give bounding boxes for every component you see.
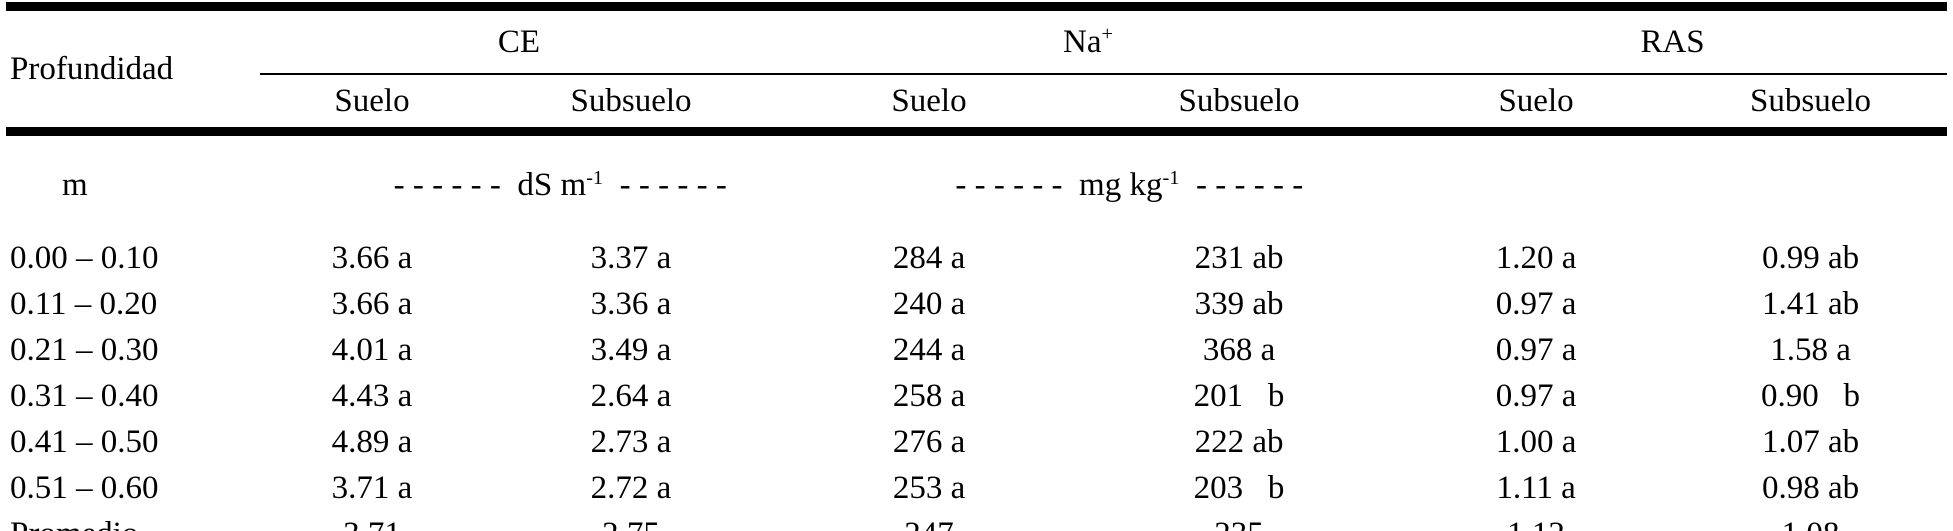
- value-cell: 1.07 ab: [1761, 423, 1860, 460]
- value-cell: 235: [1080, 511, 1399, 531]
- ce-unit-pre: - - - - - - dS m: [393, 167, 587, 203]
- value-cell: 231 ab: [1194, 239, 1284, 276]
- depth-unit: m: [62, 167, 88, 203]
- na-unit-post: - - - - - -: [1179, 167, 1304, 203]
- value-cell: 3.49 a: [590, 331, 672, 368]
- value-cell: 1.00 a: [1495, 423, 1577, 460]
- value-cell: 201 b: [1193, 377, 1285, 414]
- value-cell: 1.58 a: [1770, 331, 1851, 368]
- table-header: Profundidad CE Na+ RAS Suelo Subsuelo Su…: [6, 6, 1948, 136]
- value-cell: 1.11 a: [1496, 469, 1576, 506]
- value-cell: 3.36 a: [590, 285, 672, 322]
- depth-cell: 0.51 – 0.60: [10, 469, 159, 506]
- depth-cell: 0.00 – 0.10: [10, 239, 159, 276]
- value-cell: 0.99 ab: [1761, 239, 1860, 276]
- value-cell: 2.72 a: [590, 469, 672, 506]
- table-row: 0.00 – 0.10 3.66 a 3.37 a 284 a 231 ab 1.20 a…: [6, 235, 1947, 281]
- ras-units: [1398, 132, 1947, 236]
- table-row: 0.21 – 0.30 4.01 a 3.49 a 244 a 368 a 0.97 a 1…: [6, 327, 1947, 373]
- value-cell: 0.97 a: [1495, 377, 1577, 414]
- depth-cell: 0.31 – 0.40: [10, 377, 159, 414]
- value-cell: 3.66 a: [331, 239, 413, 276]
- ce-unit-sup: -1: [586, 166, 604, 189]
- table-body: 0.00 – 0.10 3.66 a 3.37 a 284 a 231 ab 1.20 a…: [6, 235, 1948, 531]
- value-cell: 222 ab: [1194, 423, 1284, 460]
- value-cell: 1.41 ab: [1761, 285, 1860, 322]
- value-cell: 2.64 a: [590, 377, 672, 414]
- depth-cell: 0.11 – 0.20: [10, 285, 158, 322]
- column-header-profundidad: Profundidad: [6, 6, 260, 136]
- value-cell: 0.97 a: [1495, 331, 1577, 368]
- subheader-ce-subsuelo: Subsuelo: [484, 74, 779, 136]
- subheader-ce-suelo: Suelo: [260, 74, 484, 136]
- group-label-ras: RAS: [1640, 23, 1705, 60]
- soil-properties-table: Profundidad CE Na+ RAS Suelo Subsuelo Su…: [6, 2, 1948, 531]
- group-label-ce: CE: [497, 23, 541, 60]
- value-cell: 253 a: [892, 469, 966, 506]
- value-cell: 284 a: [892, 239, 966, 276]
- value-cell: 1.20 a: [1495, 239, 1577, 276]
- depth-cell: Promedio: [6, 511, 260, 531]
- depth-cell: 0.21 – 0.30: [10, 331, 159, 368]
- group-header-ce: CE: [260, 6, 779, 75]
- group-header-ras: RAS: [1398, 6, 1948, 75]
- subheader-na-subsuelo: Subsuelo: [1080, 74, 1399, 136]
- ce-unit-post: - - - - - -: [603, 167, 727, 203]
- value-cell: 3.71 a: [331, 469, 413, 506]
- value-cell: 0.97 a: [1495, 285, 1577, 322]
- subheader-ras-suelo: Suelo: [1398, 74, 1675, 136]
- table-row: 0.51 – 0.60 3.71 a 2.72 a 253 a 203 b 1.11 a 0…: [6, 465, 1947, 511]
- subheader-ras-subsuelo: Subsuelo: [1674, 74, 1948, 136]
- value-cell: 3.37 a: [590, 239, 672, 276]
- value-cell: 203 b: [1193, 469, 1285, 506]
- value-cell: 368 a: [1202, 331, 1276, 368]
- value-cell: 258 a: [892, 377, 966, 414]
- ce-units: - - - - - - dS m-1 - - - - - -: [260, 132, 778, 236]
- value-cell: 3.71: [260, 511, 484, 531]
- value-cell: 4.89 a: [331, 423, 413, 460]
- value-cell: 244 a: [892, 331, 966, 368]
- na-units: - - - - - - mg kg-1 - - - - - -: [778, 132, 1398, 236]
- value-cell: 3.66 a: [331, 285, 413, 322]
- value-cell: 4.01 a: [331, 331, 413, 368]
- table-row: 0.41 – 0.50 4.89 a 2.73 a 276 a 222 ab 1.00 a…: [6, 419, 1947, 465]
- units-row: m - - - - - - dS m-1 - - - - - - - - - -…: [6, 132, 1947, 236]
- value-cell: 2.75: [484, 511, 779, 531]
- value-cell: 240 a: [892, 285, 966, 322]
- value-cell: 2.73 a: [590, 423, 672, 460]
- subheader-na-suelo: Suelo: [778, 74, 1081, 136]
- table-row: 0.11 – 0.20 3.66 a 3.36 a 240 a 339 ab 0.97 a…: [6, 281, 1947, 327]
- na-unit-sup: -1: [1162, 166, 1180, 189]
- value-cell: 276 a: [892, 423, 966, 460]
- value-cell: 1.12: [1398, 511, 1675, 531]
- average-row: Promedio3.712.752472351.121.08: [6, 511, 1948, 531]
- group-header-na: Na+: [778, 6, 1399, 75]
- value-cell: 247: [778, 511, 1081, 531]
- group-sup-na: +: [1101, 23, 1114, 46]
- na-unit-pre: - - - - - - mg kg: [955, 167, 1163, 203]
- table-row: 0.31 – 0.40 4.43 a 2.64 a 258 a 201 b 0.97 a 0…: [6, 373, 1947, 419]
- value-cell: 0.98 ab: [1761, 469, 1860, 506]
- subheader-row: Suelo Subsuelo Suelo Subsuelo Suelo Subs…: [6, 74, 1948, 136]
- units-section: m - - - - - - dS m-1 - - - - - - - - - -…: [6, 132, 1947, 236]
- value-cell: 4.43 a: [331, 377, 413, 414]
- group-header-row: Profundidad CE Na+ RAS: [6, 6, 1948, 136]
- value-cell: 0.90 b: [1761, 377, 1861, 414]
- value-cell: 339 ab: [1194, 285, 1284, 322]
- depth-cell: 0.41 – 0.50: [10, 423, 159, 460]
- group-label-na: Na: [1063, 23, 1102, 60]
- value-cell: 1.08: [1674, 511, 1948, 531]
